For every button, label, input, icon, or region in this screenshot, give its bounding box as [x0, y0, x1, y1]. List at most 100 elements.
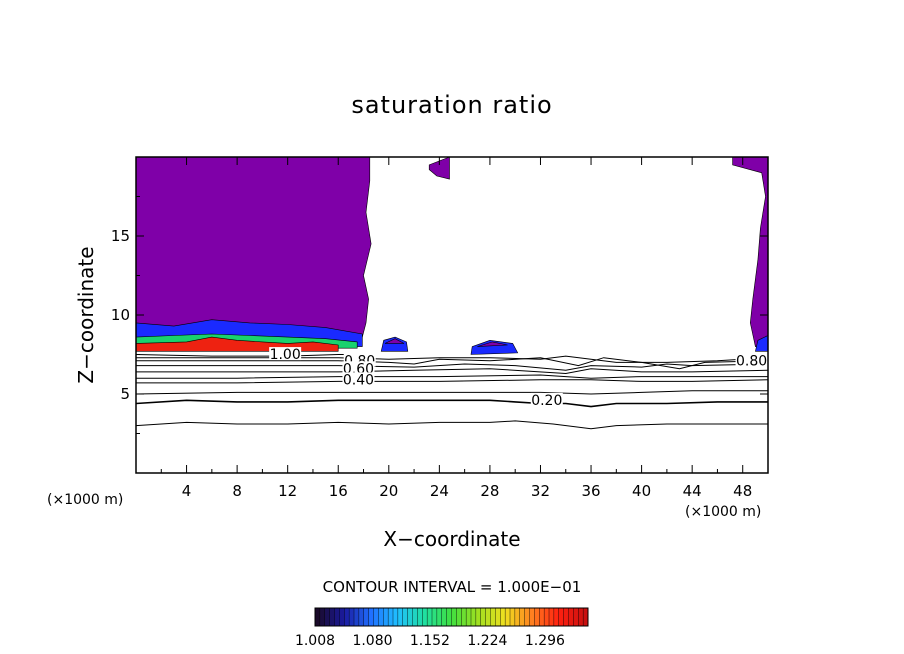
colorbar-segment: [578, 607, 584, 627]
plot-area: 1.000.800.600.400.200.80: [136, 157, 768, 430]
colorbar-segment: [500, 607, 506, 627]
contour-label-4: 0.20: [531, 393, 562, 409]
filled-region-blue-blob-20: [380, 336, 409, 352]
contour-line-5: [136, 368, 768, 375]
colorbar-segment: [363, 607, 370, 627]
colorbar-tick-label-0: 1.008: [295, 633, 335, 649]
colorbar-segment: [436, 607, 443, 627]
contour-line-4: [136, 374, 768, 379]
colorbar-segment: [358, 607, 365, 627]
contour-line-0: [136, 420, 768, 430]
colorbar-segment: [339, 607, 345, 627]
colorbar-tick-label-1: 1.080: [352, 633, 392, 649]
filled-region-purple-top-blob: [428, 157, 450, 180]
colorbar-segment: [441, 607, 448, 627]
contour-label-0: 1.00: [270, 347, 301, 363]
colorbar-segment: [553, 607, 560, 627]
colorbar-segment: [373, 607, 379, 627]
colorbar-segment: [485, 607, 492, 627]
x-tick-label-0: 4: [182, 482, 192, 500]
y-axis-ticks: 5 10 15: [111, 196, 768, 434]
colorbar: [314, 607, 589, 627]
contour-line-1: [136, 399, 768, 408]
colorbar-segment: [407, 607, 414, 627]
colorbar-segment: [558, 607, 565, 627]
y-axis-label: Z−coordinate: [74, 246, 98, 383]
x-tick-label-10: 44: [683, 482, 702, 500]
contour-label-bg-3: [342, 372, 375, 386]
x-tick-label-6: 28: [480, 482, 499, 500]
colorbar-segment: [344, 607, 350, 627]
y-tick-label-1: 10: [111, 306, 130, 324]
colorbar-segment: [524, 607, 531, 627]
colorbar-segment: [529, 607, 535, 627]
colorbar-segment: [383, 607, 389, 627]
colorbar-segment: [475, 607, 482, 627]
contour-line-9: [136, 354, 351, 357]
colorbar-segment: [465, 607, 472, 627]
x-unit-right: (×1000 m): [685, 504, 761, 520]
colorbar-segment: [392, 607, 399, 627]
contour-label-bg-4: [530, 392, 563, 406]
colorbar-tick-label-4: 1.296: [525, 633, 565, 649]
x-tick-label-7: 32: [531, 482, 550, 500]
colorbar-segment: [319, 607, 326, 627]
colorbar-segment: [514, 607, 521, 627]
colorbar-segment: [329, 607, 336, 627]
filled-region-purple-blob-28: [477, 341, 508, 347]
filled-region-purple-left: [136, 157, 372, 344]
contour-lines: [136, 354, 768, 430]
colorbar-segment: [412, 607, 418, 627]
contour-label-bg-2: [342, 361, 375, 375]
x-tick-label-1: 8: [232, 482, 242, 500]
colorbar-segment: [563, 607, 570, 627]
colorbar-segment: [534, 607, 540, 627]
contour-line-6: [136, 363, 768, 371]
x-unit-left: (×1000 m): [47, 492, 123, 508]
contour-label-bg-0: [269, 347, 302, 361]
colorbar-frame: [314, 607, 589, 627]
colorbar-segment: [348, 607, 355, 627]
x-tick-label-5: 24: [430, 482, 449, 500]
chart-title: saturation ratio: [351, 91, 552, 119]
colorbar-title: CONTOUR INTERVAL = 1.000E−01: [323, 578, 582, 596]
filled-region-blue-blob-49: [755, 335, 768, 352]
x-tick-label-9: 40: [632, 482, 651, 500]
filled-contours: [136, 157, 768, 355]
colorbar-segment: [397, 607, 404, 627]
y-tick-label-0: 5: [120, 385, 130, 403]
colorbar-segment: [324, 607, 331, 627]
contour-line-7: [136, 357, 768, 370]
colorbar-segment: [387, 607, 394, 627]
colorbar-segment: [451, 607, 457, 627]
colorbar-segment: [509, 607, 516, 627]
colorbar-segment: [402, 607, 409, 627]
colorbar-segment: [314, 607, 321, 627]
colorbar-segment: [426, 607, 433, 627]
colorbar-segment: [470, 607, 477, 627]
colorbar-segment: [334, 607, 340, 627]
contour-line-3: [136, 379, 768, 384]
colorbar-segment: [490, 607, 496, 627]
contour-label-5: 0.80: [736, 353, 767, 369]
colorbar-segment: [422, 607, 428, 627]
x-tick-label-4: 20: [379, 482, 398, 500]
x-tick-label-11: 48: [733, 482, 752, 500]
contour-label-3: 0.40: [343, 372, 374, 388]
x-axis-ticks: 4 8 12 16 20 24 28 32 36 40 44 48: [160, 157, 752, 500]
colorbar-segment: [417, 607, 423, 627]
colorbar-segment: [480, 607, 487, 627]
colorbar-tick-label-2: 1.152: [410, 633, 450, 649]
x-tick-label-3: 16: [329, 482, 348, 500]
filled-region-purple-blob-20: [384, 338, 405, 344]
colorbar-segment: [519, 607, 526, 627]
filled-region-purple-right: [732, 157, 768, 347]
x-tick-label-8: 36: [581, 482, 600, 500]
colorbar-segment: [446, 607, 453, 627]
contour-line-8: [136, 355, 768, 363]
colorbar-segment: [495, 607, 501, 627]
filled-region-blue-blob-28: [470, 339, 519, 355]
colorbar-segment: [431, 607, 438, 627]
contour-labels: 1.000.800.600.400.200.80: [269, 347, 768, 409]
